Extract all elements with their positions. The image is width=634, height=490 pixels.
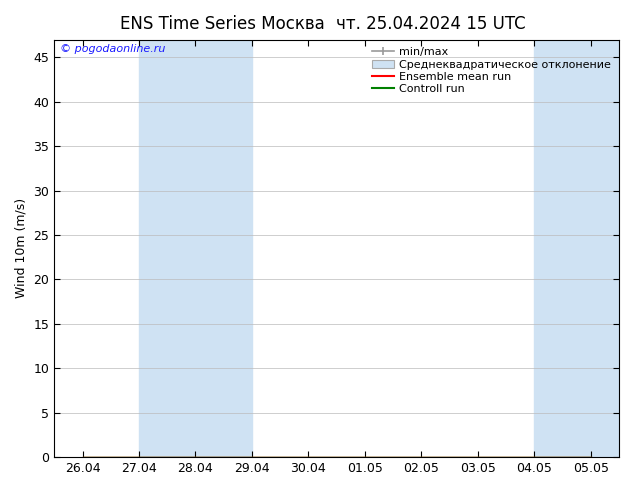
Bar bbox=[591, 40, 619, 457]
Text: чт. 25.04.2024 15 UTC: чт. 25.04.2024 15 UTC bbox=[336, 15, 526, 33]
Bar bbox=[534, 40, 591, 457]
Text: ENS Time Series Москва: ENS Time Series Москва bbox=[120, 15, 324, 33]
Y-axis label: Wind 10m (m/s): Wind 10m (m/s) bbox=[15, 198, 28, 298]
Bar bbox=[139, 40, 195, 457]
Text: © pogodaonline.ru: © pogodaonline.ru bbox=[60, 44, 165, 54]
Legend: min/max, Среднеквадратическое отклонение, Ensemble mean run, Controll run: min/max, Среднеквадратическое отклонение… bbox=[370, 45, 614, 96]
Bar bbox=[195, 40, 252, 457]
